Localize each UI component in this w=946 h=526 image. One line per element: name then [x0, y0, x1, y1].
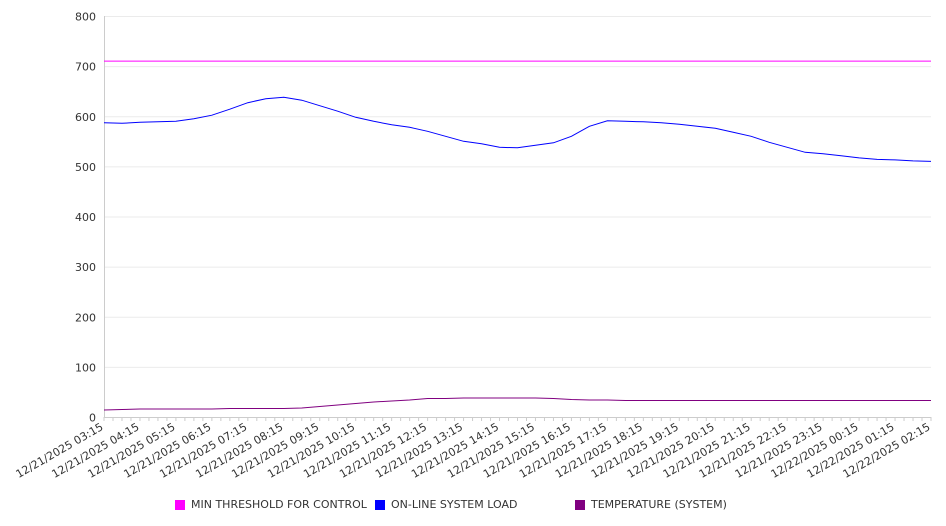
y-tick-label: 200 [75, 311, 96, 324]
legend: MIN THRESHOLD FOR CONTROL ON-LINE SYSTEM… [0, 498, 946, 514]
series-line-1 [103, 96, 932, 162]
y-tick-label: 0 [89, 412, 96, 425]
y-tick-label: 800 [75, 11, 96, 24]
legend-label: ON-LINE SYSTEM LOAD [391, 498, 518, 511]
legend-swatch [175, 499, 185, 510]
series-line-2 [103, 397, 931, 411]
y-tick-label: 100 [75, 361, 96, 374]
legend-swatch [575, 499, 585, 510]
legend-label: TEMPERATURE (SYSTEM) [591, 498, 727, 511]
legend-item-system-load[interactable]: ON-LINE SYSTEM LOAD [375, 498, 517, 511]
legend-swatch [375, 499, 385, 510]
legend-label: MIN THRESHOLD FOR CONTROL [191, 498, 367, 511]
y-tick-label: 600 [75, 111, 96, 124]
legend-item-threshold[interactable]: MIN THRESHOLD FOR CONTROL [175, 498, 367, 511]
y-tick-label: 300 [75, 261, 96, 274]
legend-item-temperature[interactable]: TEMPERATURE (SYSTEM) [575, 498, 727, 511]
y-tick-label: 700 [75, 61, 96, 74]
y-tick-label: 400 [75, 211, 96, 224]
y-tick-label: 500 [75, 161, 96, 174]
